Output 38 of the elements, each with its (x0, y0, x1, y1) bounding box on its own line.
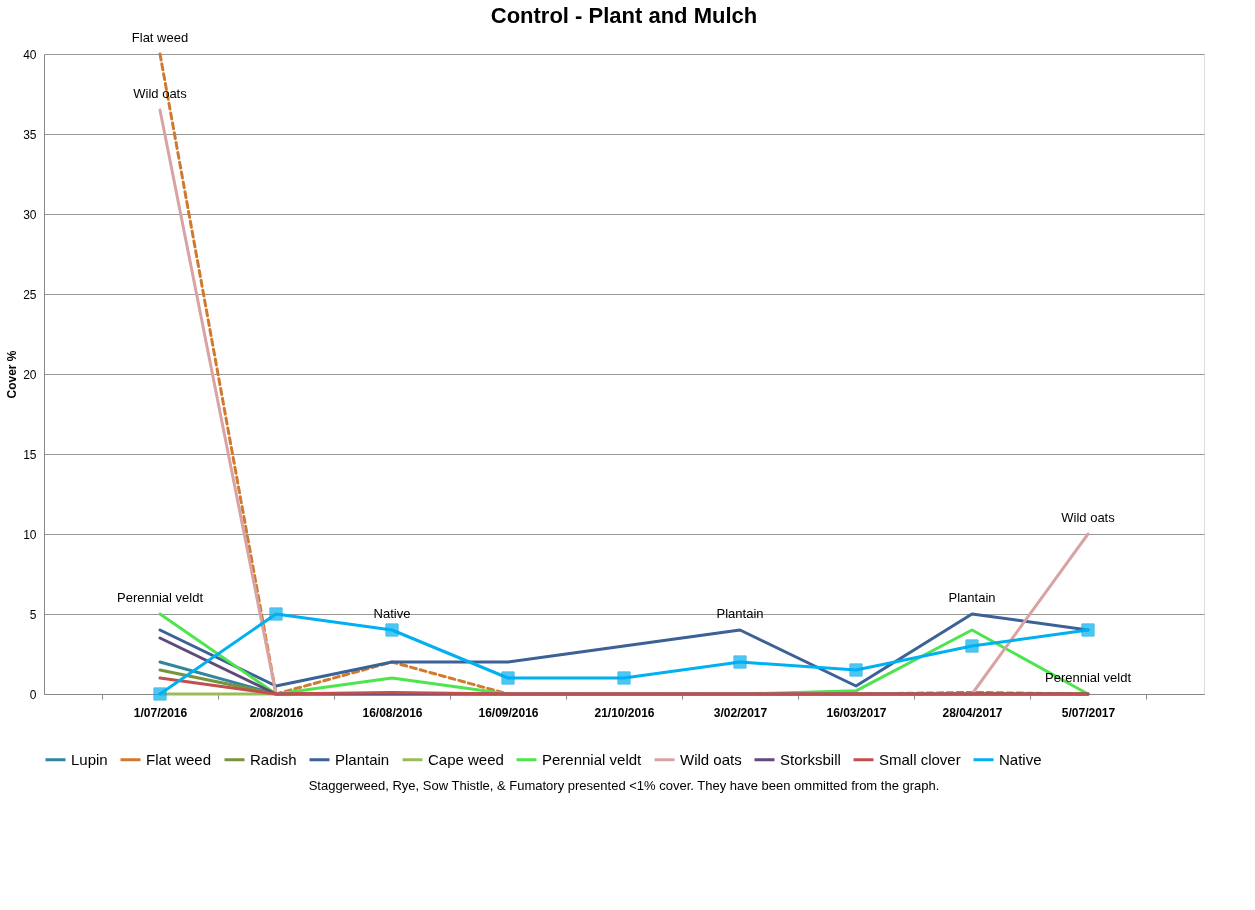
x-tick-label: 3/02/2017 (713, 705, 768, 720)
legend-label: Storksbill (780, 750, 841, 768)
y-tick-label: 0 (29, 687, 37, 702)
legend-label: Lupin (71, 750, 108, 768)
legend-label: Radish (250, 750, 297, 768)
text: Staggerweed, Rye, Sow Thistle, & Fumatory presented <1% cover. They have been ommitted from the graph. (308, 778, 940, 793)
y-axis-title: Cover % (5, 350, 20, 399)
x-tick-label: 21/10/2016 (594, 705, 655, 720)
y-tick-label: 10 (23, 527, 37, 542)
annotation: Native (373, 606, 411, 621)
legend-label: Flat weed (146, 750, 212, 768)
x-tick-label: 2/08/2016 (249, 705, 304, 720)
x-tick-label: 16/03/2017 (826, 705, 887, 720)
legend-label: Small clover (879, 750, 961, 768)
annotation: Wild oats (1061, 510, 1116, 525)
legend-label: Plantain (335, 750, 390, 768)
legend-label: Native (999, 750, 1042, 768)
x-tick-label: 5/07/2017 (1061, 705, 1116, 720)
y-tick-label: 30 (23, 207, 37, 222)
y-tick-label: 25 (23, 287, 37, 302)
annotation: Perennial veldt (117, 590, 204, 605)
y-tick-label: 15 (23, 447, 37, 462)
y-tick-label: 20 (23, 367, 37, 382)
chart-title: Control - Plant and Mulch (490, 3, 758, 28)
legend-label: Wild oats (680, 750, 742, 768)
x-tick-label: 16/09/2016 (478, 705, 539, 720)
y-tick-label: 5 (29, 607, 37, 622)
annotation: Plantain (948, 590, 996, 605)
annotation: Wild oats (133, 86, 188, 101)
annotation: Plantain (716, 606, 764, 621)
x-tick-label: 1/07/2016 (133, 705, 188, 720)
y-tick-label: 40 (23, 47, 37, 62)
legend-label: Perennial veldt (542, 750, 643, 768)
annotation: Flat weed (131, 30, 189, 45)
x-tick-label: 28/04/2017 (942, 705, 1003, 720)
legend-label: Cape weed (428, 750, 504, 768)
y-tick-label: 35 (23, 127, 37, 142)
x-tick-label: 16/08/2016 (362, 705, 423, 720)
